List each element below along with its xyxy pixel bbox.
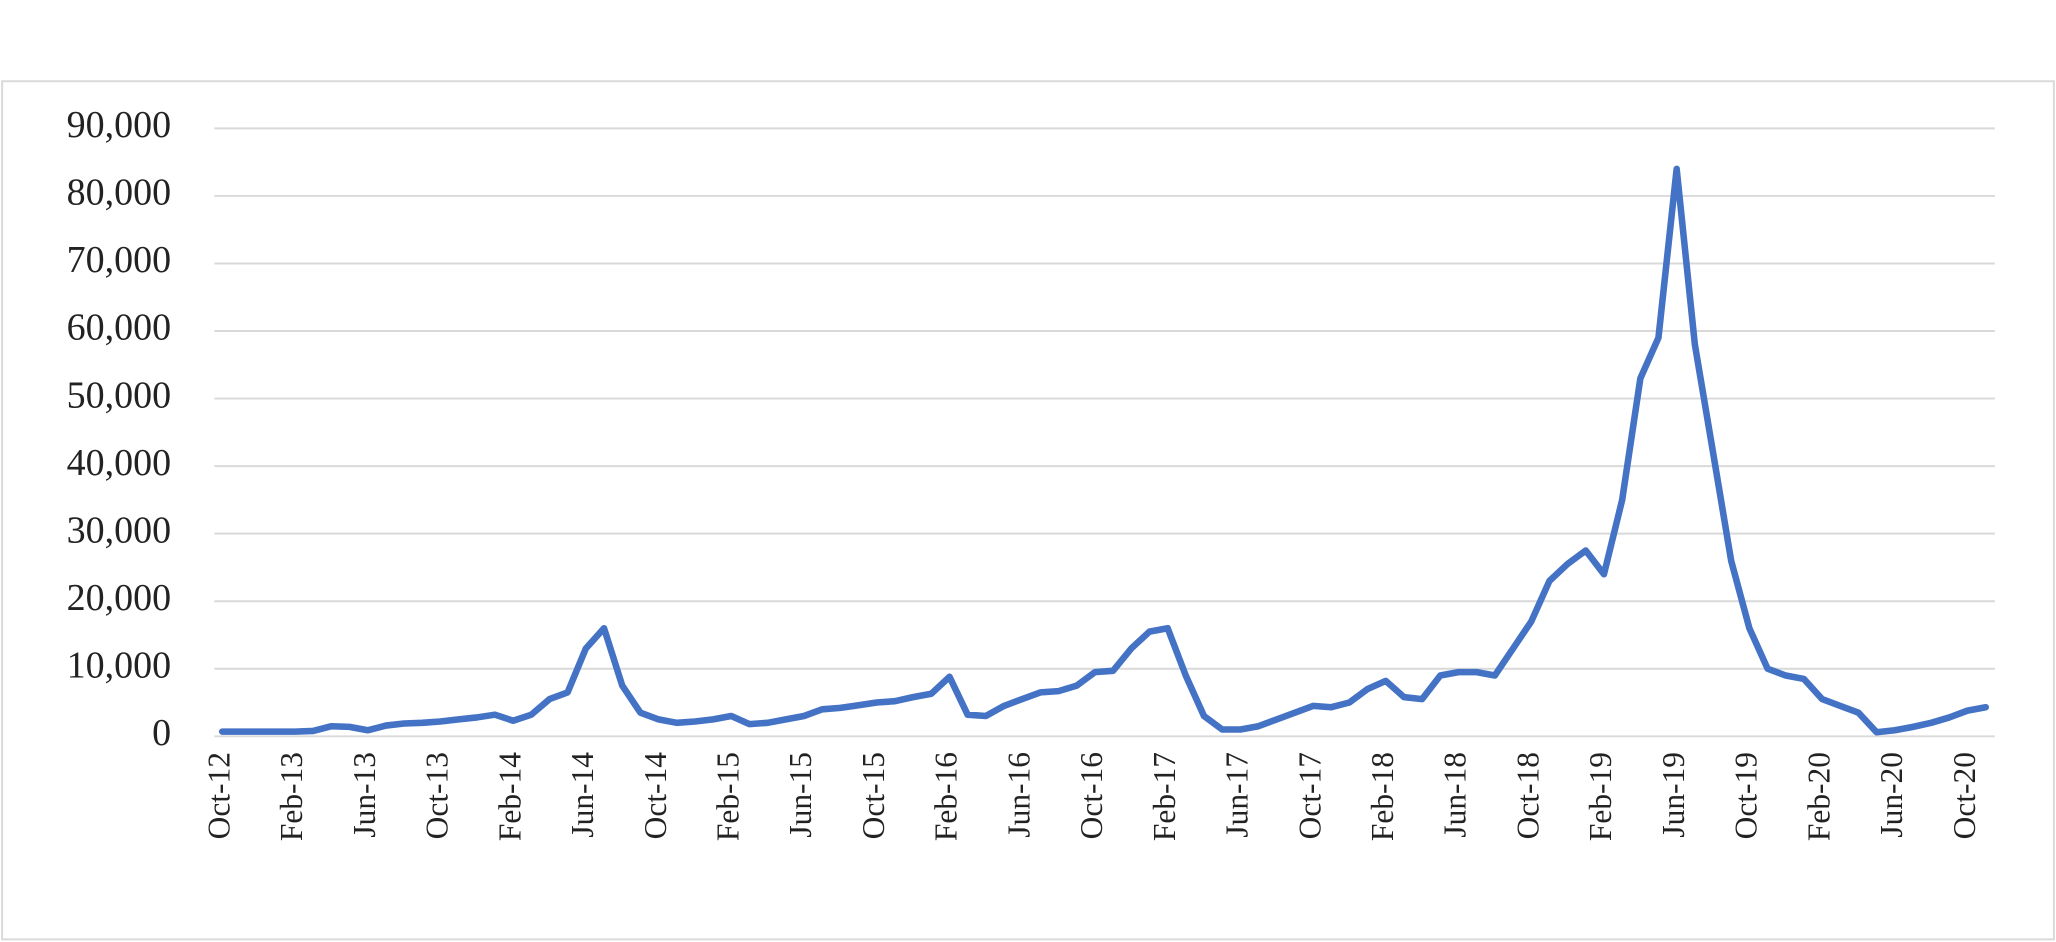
x-tick-label: Oct-15 bbox=[856, 752, 891, 839]
y-tick-label: 60,000 bbox=[67, 307, 171, 349]
y-tick-label: 10,000 bbox=[67, 644, 171, 686]
x-tick-label: Oct-18 bbox=[1510, 752, 1545, 839]
x-tick-label: Feb-18 bbox=[1365, 752, 1400, 841]
y-tick-label: 40,000 bbox=[67, 442, 171, 484]
x-tick-label: Feb-15 bbox=[711, 752, 746, 841]
x-tick-label: Oct-17 bbox=[1292, 752, 1327, 839]
x-tick-label: Jun-14 bbox=[565, 752, 600, 838]
x-tick-label: Feb-13 bbox=[274, 752, 309, 841]
chart-frame bbox=[1, 80, 2055, 941]
y-tick-label: 80,000 bbox=[67, 172, 171, 214]
x-tick-label: Jun-16 bbox=[1001, 752, 1036, 838]
x-tick-label: Jun-15 bbox=[783, 752, 818, 838]
x-tick-label: Feb-17 bbox=[1147, 752, 1182, 841]
x-tick-label: Oct-14 bbox=[638, 752, 673, 840]
x-tick-label: Oct-13 bbox=[420, 752, 455, 839]
x-tick-label: Feb-14 bbox=[492, 752, 527, 841]
y-tick-label: 90,000 bbox=[67, 104, 171, 146]
x-tick-label: Oct-19 bbox=[1729, 752, 1764, 839]
data-line bbox=[218, 165, 1989, 736]
x-tick-label: Feb-20 bbox=[1801, 752, 1836, 841]
x-tick-label: Oct-16 bbox=[1074, 752, 1109, 839]
y-tick-label: 0 bbox=[152, 712, 171, 754]
x-tick-label: Oct-20 bbox=[1947, 752, 1982, 839]
x-tick-label: Jun-17 bbox=[1220, 752, 1255, 838]
x-tick-label: Jun-18 bbox=[1438, 752, 1473, 838]
x-tick-label: Jun-20 bbox=[1874, 752, 1909, 838]
x-tick-label: Jun-19 bbox=[1656, 752, 1691, 838]
x-tick-label: Jun-13 bbox=[347, 752, 382, 838]
y-tick-label: 20,000 bbox=[67, 577, 171, 619]
x-tick-label: Feb-16 bbox=[929, 752, 964, 841]
y-tick-label: 50,000 bbox=[67, 374, 171, 416]
y-tick-label: 30,000 bbox=[67, 509, 171, 551]
x-tick-label: Oct-12 bbox=[201, 752, 236, 839]
y-tick-label: 70,000 bbox=[67, 239, 171, 281]
x-tick-label: Feb-19 bbox=[1583, 752, 1618, 841]
